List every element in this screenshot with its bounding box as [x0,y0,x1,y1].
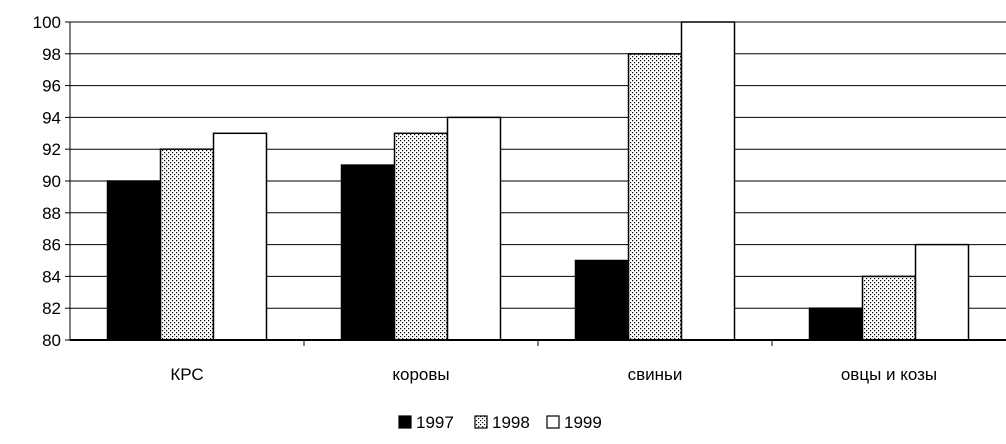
legend-label-1999: 1999 [564,413,602,432]
bar-1998-0 [159,148,215,341]
bar-1997-3 [808,307,864,341]
y-tick-label: 94 [42,108,61,127]
bar-1998-2 [627,53,683,341]
y-tick-label: 96 [42,77,61,96]
legend-swatch-1998 [474,415,488,429]
legend-swatch-1999 [546,415,560,429]
x-tick-label: свиньи [628,365,683,384]
y-tick-label: 100 [33,13,61,32]
axes: 80 82 84 86 88 90 92 94 96 98 100 КРС коровы свиньи ов… [33,13,1006,384]
y-tick-label: 88 [42,204,61,223]
bar-1999-0 [212,132,268,341]
bar-1999-3 [914,243,970,341]
bar-1997-1 [340,164,396,341]
bar-1998-1 [393,132,449,341]
legend-swatch-1997 [398,415,412,429]
legend-label-1997: 1997 [416,413,454,432]
legend-label-1998: 1998 [492,413,530,432]
y-tick-label: 84 [42,267,61,286]
bar-1998-3 [861,275,917,341]
bar-1997-2 [574,259,630,341]
y-tick-label: 80 [42,331,61,350]
x-tick-label: овцы и козы [841,365,937,384]
bar-1999-1 [446,116,502,341]
y-tick-label: 90 [42,172,61,191]
bar-1999-2 [680,21,736,341]
x-tick-label: коровы [392,365,449,384]
legend: 1997 1998 1999 [398,413,602,432]
y-tick-label: 98 [42,45,61,64]
y-tick-label: 82 [42,299,61,318]
x-tick-label: КРС [170,365,203,384]
y-tick-label: 86 [42,236,61,255]
y-tick-label: 92 [42,140,61,159]
bar-1997-0 [106,180,162,341]
